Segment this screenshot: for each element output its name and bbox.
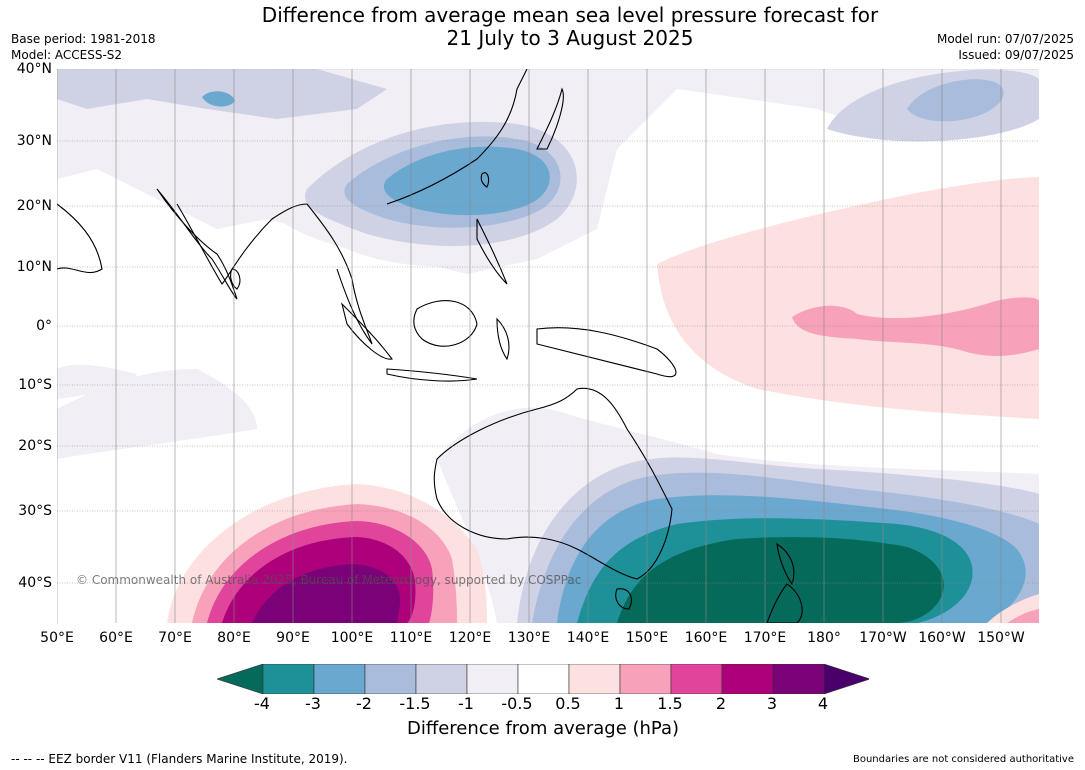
anomaly-neg-2-himalaya bbox=[202, 91, 235, 107]
issued-date: Issued: 09/07/2025 bbox=[958, 48, 1074, 62]
india-peninsula bbox=[176, 203, 308, 285]
colorbar-tick: 1.5 bbox=[657, 694, 683, 713]
sri-lanka bbox=[230, 268, 241, 290]
meta-left: Base period: 1981-2018 Model: ACCESS-S2 bbox=[11, 31, 156, 63]
lon-label: 160°E bbox=[684, 630, 728, 646]
colorbar-tick: -1 bbox=[458, 694, 474, 713]
boundaries-disclaimer: Boundaries are not considered authoritat… bbox=[852, 754, 1074, 765]
java bbox=[386, 368, 478, 382]
copyright-notice: © Commonwealth of Australia 2025, Bureau… bbox=[76, 573, 582, 587]
colorbar-bin bbox=[262, 664, 315, 694]
lat-label: 20°N bbox=[16, 198, 52, 214]
colorbar-bin bbox=[313, 664, 366, 694]
lon-label: 50°E bbox=[40, 630, 74, 646]
lat-label: 30°S bbox=[18, 503, 52, 519]
anomaly-pos-3-indian bbox=[252, 564, 401, 623]
colorbar-bin bbox=[721, 664, 774, 694]
base-period: Base period: 1981-2018 bbox=[11, 32, 156, 46]
arabia-coast bbox=[57, 203, 103, 274]
colorbar-tick: -4 bbox=[254, 694, 270, 713]
colorbar-tick: -0.5 bbox=[501, 694, 533, 713]
lat-label: 10°S bbox=[18, 377, 52, 393]
colorbar-tick: -3 bbox=[305, 694, 321, 713]
taiwan bbox=[480, 172, 490, 188]
lon-label: 130°E bbox=[507, 630, 551, 646]
lat-label: 0° bbox=[36, 318, 52, 334]
lon-label: 150°W bbox=[977, 630, 1025, 646]
colorbar-extend-high bbox=[823, 664, 869, 694]
lon-label: 60°E bbox=[99, 630, 133, 646]
anomaly-neg-4-south bbox=[617, 537, 944, 623]
tasmania bbox=[615, 588, 632, 610]
philippines bbox=[476, 218, 508, 285]
colorbar-tick: 0.5 bbox=[555, 694, 581, 713]
map-title: Difference from average mean sea level p… bbox=[140, 4, 1000, 50]
new-zealand-south bbox=[766, 583, 803, 623]
lat-label: 20°S bbox=[18, 438, 52, 454]
colorbar-swatches bbox=[217, 664, 869, 694]
lat-label: 40°S bbox=[18, 575, 52, 591]
sulawesi bbox=[496, 317, 510, 361]
sumatra bbox=[340, 302, 393, 360]
lon-label: 110°E bbox=[389, 630, 433, 646]
colorbar-extend-low bbox=[217, 664, 264, 694]
model-name: Model: ACCESS-S2 bbox=[11, 48, 123, 62]
lon-label: 160°W bbox=[918, 630, 966, 646]
colorbar-tick: 3 bbox=[766, 694, 778, 713]
anomaly-neg-2-china bbox=[383, 146, 550, 216]
colorbar-bin bbox=[568, 664, 621, 694]
model-run: Model run: 07/07/2025 bbox=[936, 32, 1074, 46]
meta-right: Model run: 07/07/2025 Issued: 09/07/2025 bbox=[937, 31, 1074, 63]
lon-label: 70°E bbox=[158, 630, 192, 646]
colorbar-tick: 1 bbox=[613, 694, 625, 713]
lon-label: 150°E bbox=[625, 630, 669, 646]
anomaly-pos-1-se bbox=[1007, 609, 1039, 623]
india-coast bbox=[156, 188, 238, 300]
colorbar-tick: 2 bbox=[715, 694, 727, 713]
colorbar-bin bbox=[415, 664, 468, 694]
colorbar-bin bbox=[466, 664, 519, 694]
lon-label: 170°W bbox=[859, 630, 907, 646]
colorbar bbox=[217, 664, 869, 694]
anomaly-neg-05-indian bbox=[57, 369, 257, 459]
lon-label: 140°E bbox=[566, 630, 610, 646]
lat-label: 30°N bbox=[16, 133, 52, 149]
lat-label: 40°N bbox=[16, 61, 52, 77]
lat-label: 10°N bbox=[16, 259, 52, 275]
colorbar-bin bbox=[364, 664, 417, 694]
colorbar-bin bbox=[772, 664, 825, 694]
colorbar-bin bbox=[517, 664, 570, 694]
new-zealand-north bbox=[776, 542, 795, 586]
australia bbox=[433, 387, 673, 580]
map-plot bbox=[57, 69, 1039, 623]
anomaly-neg-15-east bbox=[907, 79, 1004, 122]
eez-legend-note: -- -- -- EEZ border V11 (Flanders Marine… bbox=[11, 752, 348, 766]
anomaly-pos-1-pacific bbox=[792, 297, 1039, 356]
colorbar-tick: 4 bbox=[817, 694, 829, 713]
lon-label: 100°E bbox=[330, 630, 374, 646]
colorbar-tick: -1.5 bbox=[399, 694, 431, 713]
colorbar-bin bbox=[619, 664, 672, 694]
lon-gridlines bbox=[57, 69, 1002, 623]
lat-gridlines bbox=[57, 69, 1039, 584]
title-line-1: Difference from average mean sea level p… bbox=[261, 3, 879, 27]
anomaly-neg-05-sw bbox=[57, 364, 137, 399]
borneo bbox=[413, 300, 478, 347]
lon-label: 180° bbox=[807, 630, 841, 646]
colorbar-label: Difference from average (hPa) bbox=[406, 718, 680, 739]
title-line-2: 21 July to 3 August 2025 bbox=[446, 26, 694, 50]
japan bbox=[536, 87, 564, 150]
lon-label: 90°E bbox=[276, 630, 310, 646]
colorbar-bin bbox=[670, 664, 723, 694]
anomaly-pos-05-pacific bbox=[657, 177, 1039, 419]
coastlines bbox=[57, 69, 803, 623]
colorbar-tick: -2 bbox=[356, 694, 372, 713]
new-guinea bbox=[536, 327, 677, 378]
lon-label: 170°E bbox=[743, 630, 787, 646]
lon-label: 80°E bbox=[217, 630, 251, 646]
lon-label: 120°E bbox=[448, 630, 492, 646]
china-coast bbox=[386, 69, 528, 205]
